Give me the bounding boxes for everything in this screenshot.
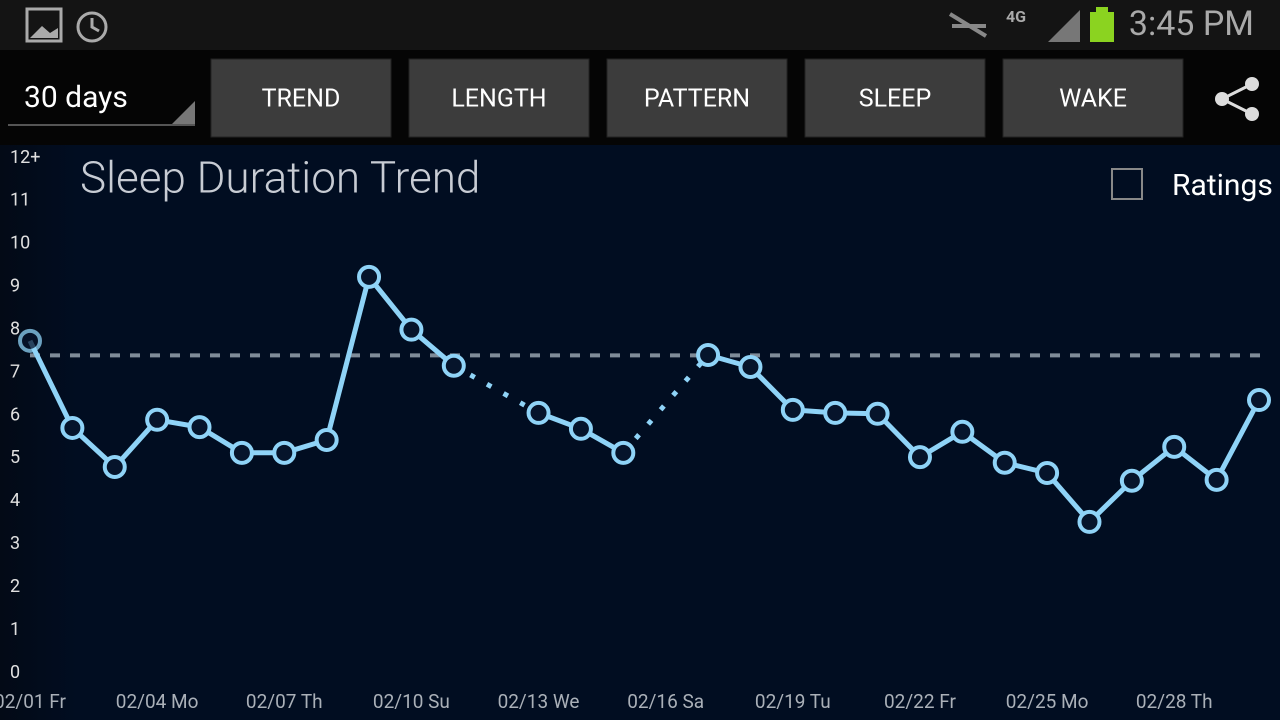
x-tick-label: 02/01 Fr — [0, 690, 67, 713]
tab-label: WAKE — [1059, 85, 1127, 114]
tab-button[interactable] — [210, 58, 392, 138]
y-tick-label: 8 — [10, 318, 20, 339]
data-point — [780, 397, 805, 422]
data-point — [1077, 509, 1102, 534]
data-point — [526, 400, 551, 425]
data-point — [272, 440, 297, 465]
gap-connector — [621, 353, 710, 455]
y-tick-label: 3 — [10, 533, 20, 554]
alarm-icon — [76, 11, 108, 43]
range-dropdown-arrow — [172, 101, 195, 124]
data-point — [950, 419, 975, 444]
clock: 3:45 PM — [1129, 4, 1254, 44]
data-point — [823, 400, 848, 425]
tab-button[interactable] — [408, 58, 590, 138]
tab-label: TREND — [262, 85, 341, 114]
y-tick-label: 11 — [10, 190, 30, 211]
chart-title: Sleep Duration Trend — [80, 152, 480, 204]
x-tick-label: 02/04 Mo — [116, 690, 199, 713]
tab-label: SLEEP — [859, 85, 932, 114]
tab-group: TREND LENGTH PATTERN SLEEP WAKE — [210, 58, 1184, 138]
y-tick-label: 7 — [10, 361, 20, 382]
tab-label: PATTERN — [644, 85, 750, 114]
gap-connector — [452, 363, 540, 416]
y-tick-label: 12+ — [10, 147, 40, 168]
y-tick-label: 0 — [10, 662, 20, 683]
data-point — [1204, 467, 1229, 492]
data-point — [1162, 434, 1187, 459]
data-point — [145, 407, 170, 432]
y-tick-label: 4 — [10, 490, 20, 511]
chart-background — [0, 145, 1280, 720]
y-tick-label: 5 — [10, 447, 20, 468]
share-lines — [1218, 82, 1253, 116]
data-point — [102, 455, 127, 479]
ratings-label: Ratings — [1172, 168, 1273, 203]
x-tick-label: 02/22 Fr — [884, 690, 957, 713]
x-tick-label: 02/10 Su — [373, 690, 450, 713]
x-tick-label: 02/07 Th — [246, 690, 323, 713]
plot: 0 1 2 3 4 5 6 7 8 9 10 11 12+ 02/01 Fr 02/04 Mo 02/07 T… — [0, 147, 1271, 713]
data-point — [399, 317, 424, 342]
data-point — [60, 415, 85, 440]
tab-label: LENGTH — [451, 85, 546, 114]
battery-icon — [1090, 12, 1114, 42]
x-tick-label: 02/25 Mo — [1006, 690, 1089, 713]
tab-button[interactable] — [1002, 58, 1184, 138]
data-point — [907, 445, 932, 470]
data-point — [865, 401, 890, 426]
data-point — [187, 415, 212, 440]
battery-tip — [1096, 7, 1108, 12]
data-point — [696, 342, 721, 367]
ratings-checkbox[interactable] — [1111, 168, 1143, 200]
mute-icon — [948, 12, 988, 38]
data-point — [357, 264, 382, 289]
y-tick-label: 1 — [10, 619, 20, 640]
data-point — [738, 355, 763, 380]
gallery-icon — [25, 7, 63, 43]
status-bar — [0, 0, 1280, 50]
network-type: 4G — [1006, 7, 1026, 26]
signal-icon — [1048, 10, 1080, 42]
x-tick-label: 02/16 Sa — [627, 690, 704, 713]
data-point — [992, 450, 1017, 475]
data-point — [1119, 468, 1144, 493]
x-tick-label: 02/19 Tu — [755, 690, 831, 713]
tab-button[interactable] — [606, 58, 788, 138]
data-point — [1247, 388, 1271, 413]
data-point — [611, 440, 636, 465]
data-point — [314, 427, 339, 452]
y-tick-label: 2 — [10, 576, 20, 597]
data-point — [568, 416, 593, 441]
tab-button[interactable] — [804, 58, 986, 138]
x-tick-label: 02/28 Th — [1136, 690, 1213, 713]
gallery-icon-shape — [30, 26, 58, 38]
x-tick-label: 02/13 We — [498, 690, 580, 713]
y-tick-label: 6 — [10, 404, 20, 425]
range-selector[interactable]: 30 days — [24, 80, 128, 115]
data-point — [1035, 461, 1060, 486]
y-tick-label: 10 — [10, 233, 30, 254]
data-point — [441, 353, 466, 378]
alarm-hands — [90, 18, 100, 33]
data-point — [18, 328, 42, 353]
data-point — [229, 440, 254, 465]
share-button[interactable] — [1215, 77, 1259, 121]
y-tick-label: 9 — [10, 276, 20, 297]
